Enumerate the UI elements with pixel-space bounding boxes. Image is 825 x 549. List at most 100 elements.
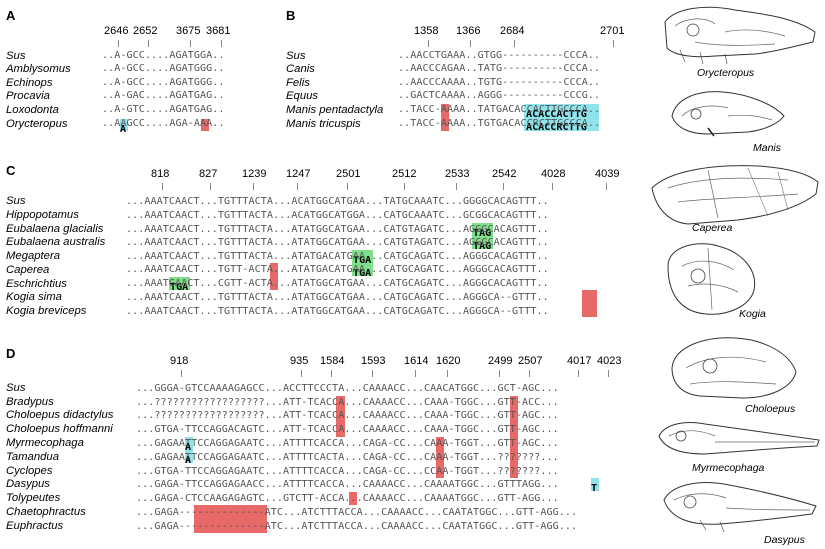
panel-c-tick: 1239 — [242, 168, 267, 180]
panel-d-tick: 1584 — [320, 355, 345, 367]
panel-a-tick: 3675 — [176, 25, 201, 37]
panel-d-seq: ...??????????????????...ATT-TCACCA...CAA… — [136, 397, 559, 408]
panel-c-tick: 1247 — [286, 168, 311, 180]
panel-a-tick: 2652 — [133, 25, 158, 37]
panel-a-letter: A — [6, 8, 16, 23]
panel-d-insertion-highlight: A — [185, 437, 193, 453]
panel-b-species: Canis — [286, 63, 315, 75]
panel-d-seq: ...GAGA-TTCCAGGAGAACC...ATTTTCACCA...CAA… — [136, 479, 559, 490]
panel-d-species: Cyclopes — [6, 465, 53, 477]
panel-b-seq: ..GACTCAAAA..AGGG----------CCCG.. — [398, 90, 601, 101]
panel-b-insertion-highlight: ACACCACTTG — [524, 104, 599, 120]
panel-c-species: Eubalaena australis — [6, 236, 106, 248]
panel-b-letter: B — [286, 8, 296, 23]
panel-b-tick: 1358 — [414, 25, 439, 37]
panel-b-seq: ..TACC-AAAA..TATGACACCACTTGCCCA.. — [398, 104, 601, 115]
panel-d-deletion-highlight — [349, 492, 357, 505]
panel-d-tick: 935 — [290, 355, 309, 367]
panel-b-seq: ..AACCCAGAA..TATG----------CCCA.. — [398, 63, 601, 74]
panel-a-insertion-highlight: A — [120, 119, 128, 135]
panel-d-insertion-highlight: T — [591, 478, 599, 494]
panel-c-deletion-highlight — [270, 263, 278, 290]
panel-d-seq: ...GAGAATTCCAGGAGAATC...ATTTTCACTA...CAG… — [136, 452, 559, 463]
panel-c-tick: 4028 — [541, 168, 566, 180]
panel-d-tick: 1620 — [436, 355, 461, 367]
panel-a-species: Amblysomus — [6, 63, 71, 75]
panel-c-stop-codon-highlight: TAG — [472, 236, 493, 252]
panel-c-stop-codon-highlight: TAG — [472, 223, 493, 239]
panel-c-species: Caperea — [6, 264, 50, 276]
panel-c-tick: 2501 — [336, 168, 361, 180]
manis-skull-illustration — [671, 91, 785, 137]
caperea-skull-illustration — [651, 165, 819, 225]
panel-b-tick: 2684 — [500, 25, 525, 37]
panel-c-seq: ...AAATGAACT...CGTT-ACTA...ATATGGCATGAA.… — [126, 278, 549, 289]
panel-c-deletion-highlight — [582, 290, 597, 317]
skull-label-kogia: Kogia — [739, 308, 766, 320]
panel-a-tick: 3681 — [206, 25, 231, 37]
panel-b-seq: ..TACC-AAAA..TGTGACACCRCTTGCCCA.. — [398, 118, 601, 129]
panel-d-tick: 1593 — [361, 355, 386, 367]
panel-d-species: Myrmecophaga — [6, 437, 84, 449]
panel-d-tick: 2499 — [488, 355, 513, 367]
panel-d-tick: 4023 — [597, 355, 622, 367]
panel-c-seq: ...AAATCAACT...TGTTTACTA...ACATGGCATGAA.… — [126, 196, 549, 207]
panel-a-seq: ..A-GTC....AGATGAG.. — [102, 104, 225, 115]
panel-c-species: Eubalaena glacialis — [6, 223, 104, 235]
panel-c-species: Hippopotamus — [6, 209, 79, 221]
panel-b-species: Sus — [286, 50, 306, 62]
panel-d-species: Dasypus — [6, 478, 50, 490]
panel-c-tick: 4039 — [595, 168, 620, 180]
panel-c-seq: ...AAATCAACT...TGTTTACTA...ATATGACATGAA.… — [126, 251, 549, 262]
panel-c-seq: ...AAATCAACT...TGTT-ACTA...ATATGACATGAA.… — [126, 264, 549, 275]
panel-a-seq: ..A-GCC....AGATGGG.. — [102, 63, 225, 74]
panel-c-stop-codon-highlight: TGA — [352, 263, 373, 279]
panel-c-stop-codon-highlight: TGA — [352, 250, 373, 266]
panel-d-species: Sus — [6, 382, 26, 394]
myrmecophaga-skull-illustration — [658, 422, 820, 455]
panel-b-insertion-highlight: ACACCRCTTG — [524, 117, 599, 133]
skull-label-dasypus: Dasypus — [764, 534, 805, 546]
panel-a-seq: ..A-GCC....AGATGGG.. — [102, 77, 225, 88]
panel-b-species: Equus — [286, 90, 319, 102]
panel-c-stop-codon-highlight: TGA — [169, 277, 190, 293]
panel-b-species: Manis tricuspis — [286, 118, 361, 130]
panel-a-species: Loxodonta — [6, 104, 59, 116]
panel-d-tick: 918 — [170, 355, 189, 367]
kogia-skull-illustration — [667, 243, 756, 315]
panel-d-seq: ...GTGA-TTCCAGGAGAATC...ATTTTCACCA...CAG… — [136, 466, 559, 477]
panel-a-seq: ..AAGCC....AGA-AAA.. — [102, 118, 225, 129]
dasypus-skull-illustration — [663, 482, 817, 533]
panel-c-species: Kogia breviceps — [6, 305, 87, 317]
panel-d-tick: 1614 — [404, 355, 429, 367]
panel-a-species: Procavia — [6, 90, 50, 102]
panel-d-deletion-highlight — [194, 505, 267, 533]
panel-d-species: Choloepus didactylus — [6, 409, 114, 421]
panel-c-tick: 827 — [199, 168, 218, 180]
panel-a-species: Echinops — [6, 77, 53, 89]
panel-d-seq: ...GGGA-GTCCAAAAGAGCC...ACCTTCCCTA...CAA… — [136, 383, 559, 394]
panel-c-seq: ...AAATCAACT...TGTTTACTA...ATATGGCATGAA.… — [126, 224, 549, 235]
panel-c-species: Megaptera — [6, 250, 61, 262]
panel-a-species: Orycteropus — [6, 118, 68, 130]
panel-a-deletion-highlight — [201, 119, 209, 131]
skull-label-caperea: Caperea — [692, 222, 733, 234]
panel-d-seq: ...GTGA-TTCCAGGACAGTC...ATT-TCACCA...CAA… — [136, 424, 559, 435]
panel-b-species: Felis — [286, 77, 310, 89]
panel-d-seq: ...GAGA-CTCCAAGAGAGTC...GTCTT-ACCA...CAA… — [136, 493, 559, 504]
panel-d-deletion-highlight — [510, 396, 518, 478]
panel-c-species: Kogia sima — [6, 291, 62, 303]
panel-c-tick: 818 — [151, 168, 170, 180]
panel-a-species: Sus — [6, 50, 26, 62]
panel-b-species: Manis pentadactyla — [286, 104, 384, 116]
panel-d-seq: ...GAGAATTCCAGGAGAATC...ATTTTCACCA...CAG… — [136, 438, 559, 449]
panel-d-deletion-highlight — [436, 437, 444, 478]
skull-label-myrmecophaga: Myrmecophaga — [692, 462, 765, 474]
panel-d-species: Choloepus hoffmanni — [6, 423, 113, 435]
panel-b-tick: 1366 — [456, 25, 481, 37]
panel-d-species: Chaetophractus — [6, 506, 86, 518]
panel-d-insertion-highlight: A — [185, 450, 193, 466]
skull-label-choloepus: Choloepus — [745, 403, 796, 415]
skull-label-orycteropus: Orycteropus — [697, 67, 755, 79]
panel-c-seq: ...AAATCAACT...TGTTTACTA...ATATGGCATGAA.… — [126, 306, 549, 317]
